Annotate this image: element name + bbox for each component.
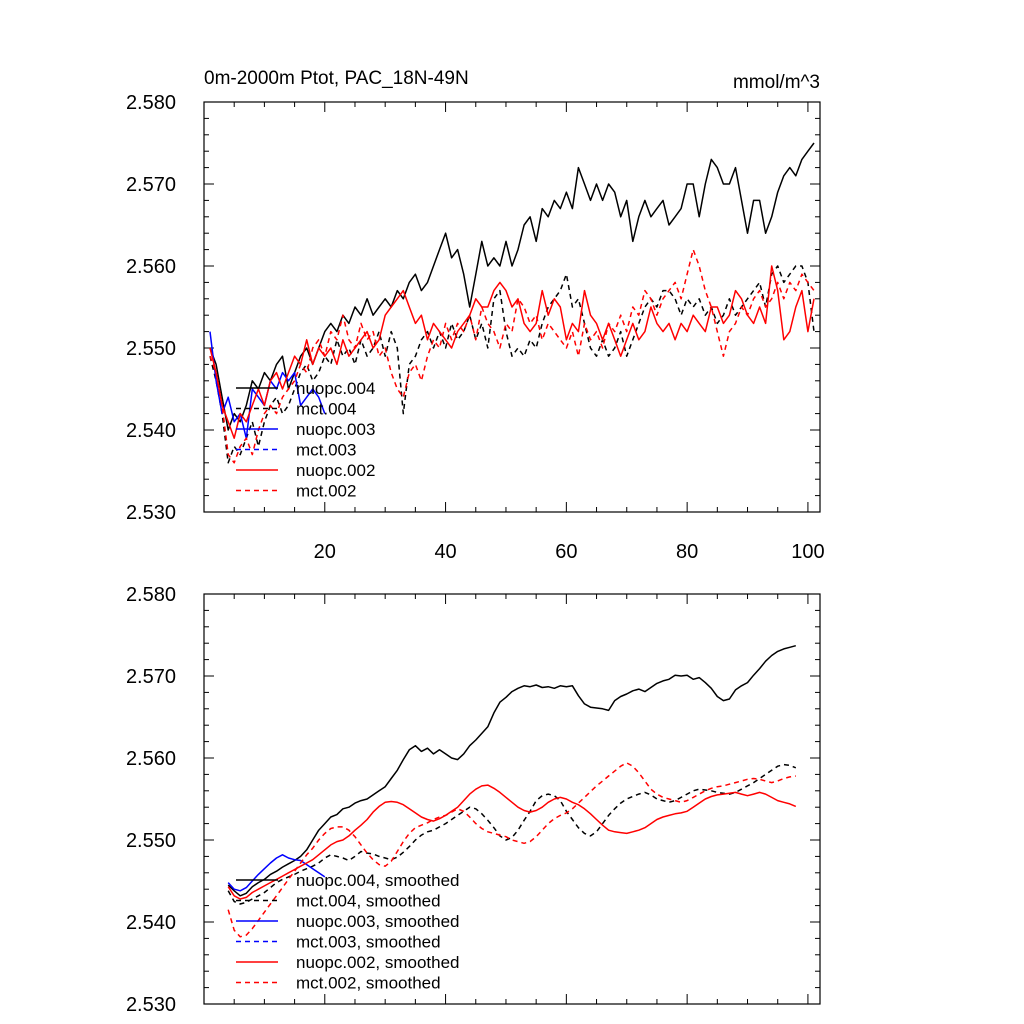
legend-label: mct.003, smoothed — [296, 933, 441, 952]
plot-frame — [203, 593, 821, 1005]
y-tick-label: 2.540 — [126, 420, 176, 442]
y-tick-label: 2.580 — [126, 92, 176, 114]
series-line — [227, 762, 796, 938]
legend-label: mct.004, smoothed — [296, 892, 441, 911]
x-tick-label: 80 — [676, 541, 698, 563]
series-line — [227, 784, 797, 900]
legend-label: mct.002 — [296, 482, 356, 501]
y-tick-label: 2.580 — [126, 584, 176, 606]
x-tick-label: 40 — [434, 541, 456, 563]
legend-label: mct.004 — [296, 400, 356, 419]
x-tick-label: 20 — [314, 541, 336, 563]
chart-title: 0m-2000m Ptot, PAC_18N-49N — [204, 68, 469, 89]
bottom-panel: 2.530 2.540 2.550 2.560 2.570 2.580 nuopc.004,… — [126, 584, 821, 1016]
y-tick-label: 2.560 — [126, 748, 176, 770]
y-tick-label: 2.570 — [126, 174, 176, 196]
y-tick-label: 2.540 — [126, 912, 176, 934]
legend-label: nuopc.003, smoothed — [296, 912, 460, 931]
series-line — [209, 248, 815, 464]
legend-label: mct.003 — [296, 441, 356, 460]
legend-label: nuopc.002 — [296, 461, 375, 480]
plot-frame — [203, 101, 821, 513]
y-tick-label: 2.530 — [126, 502, 176, 524]
series-line — [209, 265, 815, 464]
legend-label: nuopc.004 — [296, 379, 375, 398]
y-tick-label: 2.550 — [126, 338, 176, 360]
y-tick-label: 2.530 — [126, 994, 176, 1016]
x-tick-label: 60 — [555, 541, 577, 563]
y-tick-label: 2.560 — [126, 256, 176, 278]
y-tick-label: 2.550 — [126, 830, 176, 852]
top-panel: 0m-2000m Ptot, PAC_18N-49N mmol/m^3 2.53… — [126, 68, 825, 563]
legend-label: mct.002, smoothed — [296, 974, 441, 993]
legend-label: nuopc.004, smoothed — [296, 871, 460, 890]
legend-label: nuopc.003 — [296, 420, 375, 439]
units-label: mmol/m^3 — [733, 72, 820, 93]
series-line — [227, 854, 326, 892]
legend-label: nuopc.002, smoothed — [296, 953, 460, 972]
y-tick-label: 2.570 — [126, 666, 176, 688]
series-line — [227, 644, 796, 897]
x-tick-label: 100 — [791, 541, 824, 563]
